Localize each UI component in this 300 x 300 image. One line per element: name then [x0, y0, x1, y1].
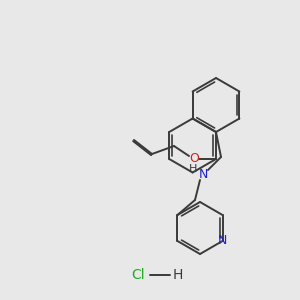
- Text: Cl: Cl: [131, 268, 145, 282]
- Text: N: N: [198, 169, 208, 182]
- Text: H: H: [189, 164, 197, 174]
- Text: H: H: [173, 268, 183, 282]
- Text: O: O: [189, 152, 199, 166]
- Text: N: N: [218, 235, 227, 248]
